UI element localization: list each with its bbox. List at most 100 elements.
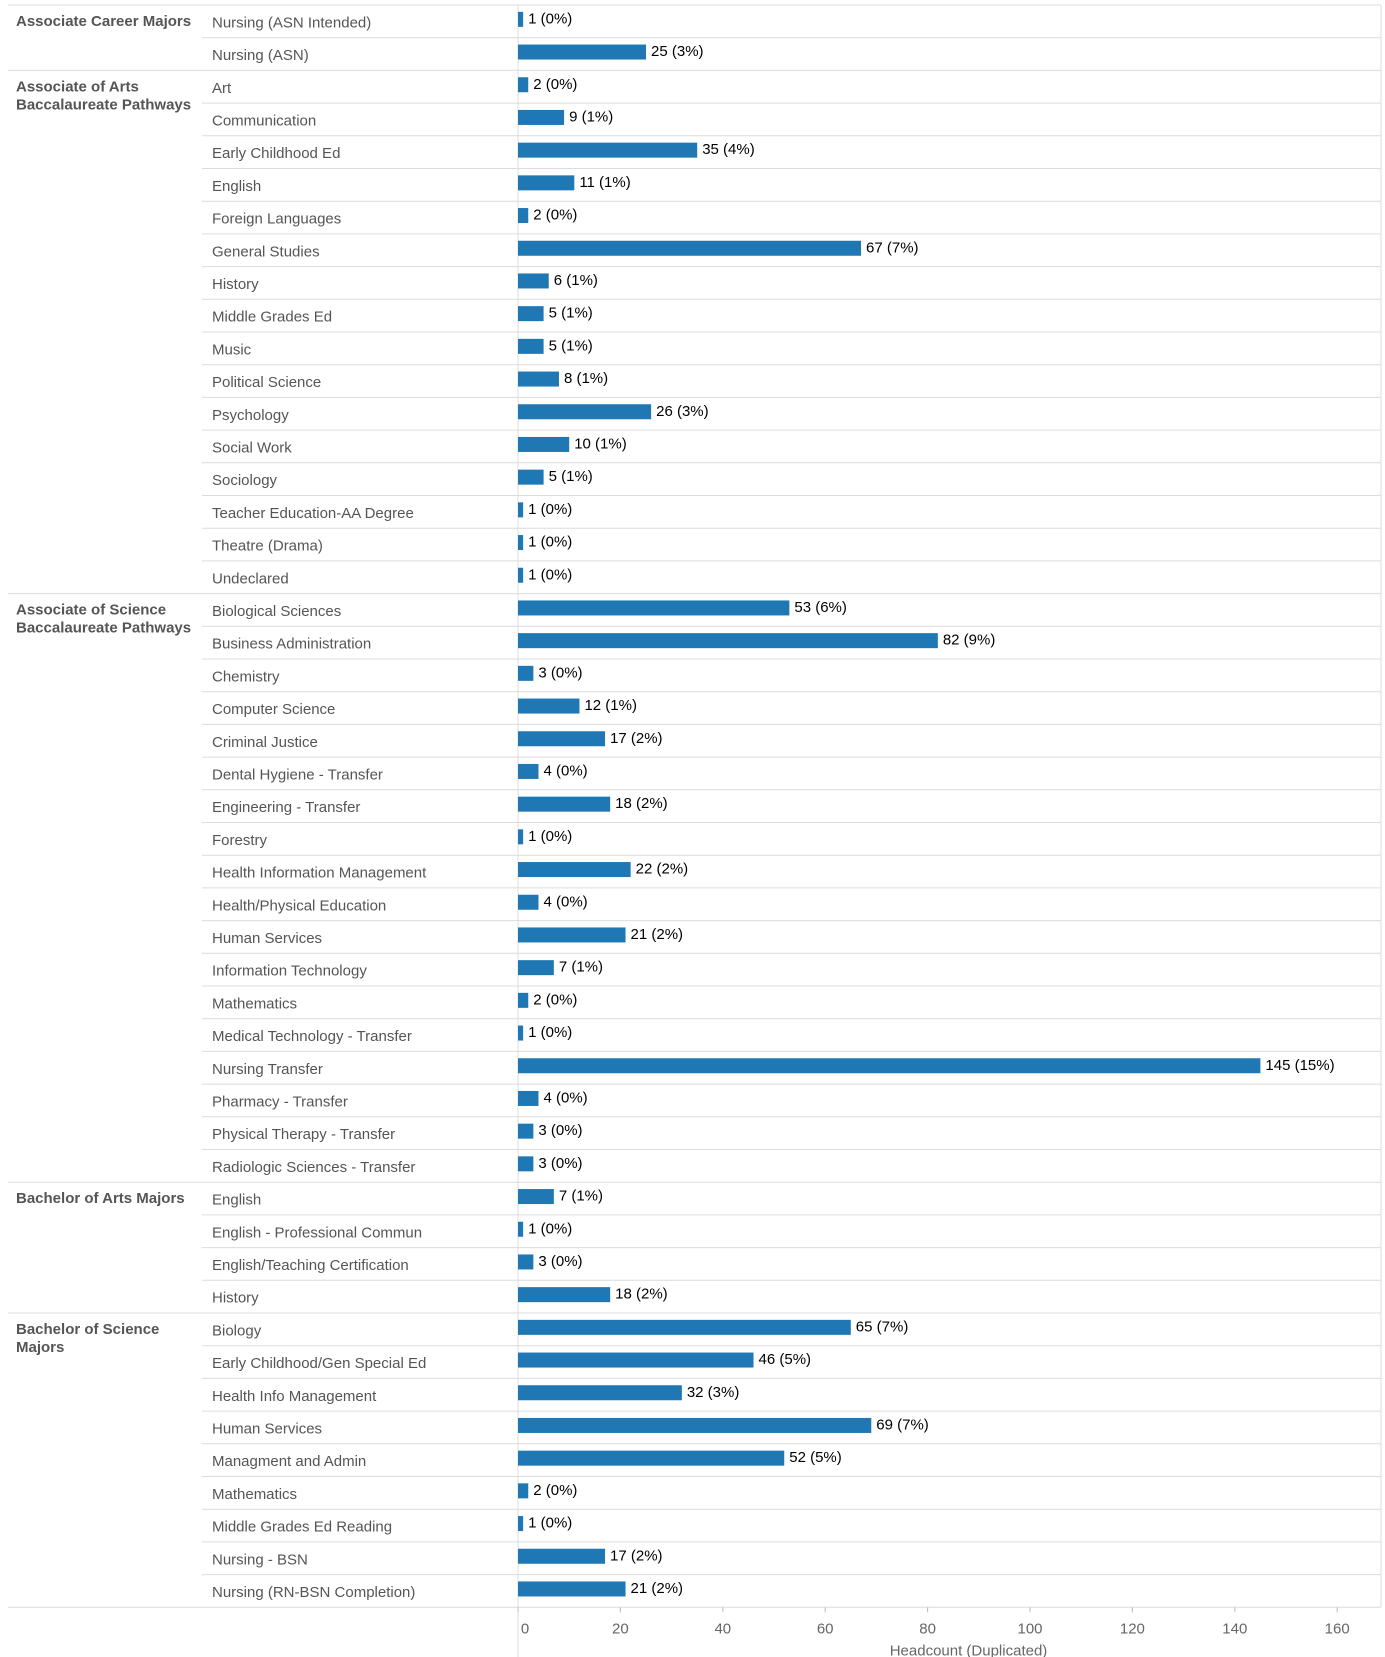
data-label: 2 (0%) <box>533 207 577 224</box>
category-label: Human Services <box>212 930 322 947</box>
bar <box>518 240 862 256</box>
bar <box>518 1123 534 1139</box>
category-label: Art <box>212 80 232 97</box>
x-tick-label: 0 <box>521 1620 529 1637</box>
category-label: Medical Technology - Transfer <box>212 1028 412 1045</box>
bar <box>518 1156 534 1172</box>
bar <box>518 1352 754 1368</box>
bar <box>518 11 524 27</box>
bar <box>518 1025 524 1041</box>
bar <box>518 1058 1261 1074</box>
category-label: Managment and Admin <box>212 1453 366 1470</box>
group-label-line: Bachelor of Science <box>16 1321 159 1338</box>
category-label: Sociology <box>212 472 278 489</box>
category-label: English/Teaching Certification <box>212 1257 409 1274</box>
group-label: Bachelor of Science Majors <box>16 1321 159 1356</box>
bar <box>518 1516 524 1532</box>
category-label: Music <box>212 341 252 358</box>
group-label-line: Associate of Science <box>16 602 166 619</box>
data-label: 67 (7%) <box>866 239 919 256</box>
bar <box>518 992 529 1008</box>
category-label: Nursing - BSN <box>212 1551 308 1568</box>
group-label: Associate Career Majors <box>16 13 191 30</box>
group-label-line: Bachelor of Arts Majors <box>16 1190 185 1207</box>
x-axis-title: Headcount (Duplicated) <box>890 1642 1048 1657</box>
data-label: 6 (1%) <box>554 272 598 289</box>
bar <box>518 1319 851 1335</box>
bar <box>518 436 570 452</box>
category-label: Health Information Management <box>212 865 427 882</box>
data-label: 52 (5%) <box>789 1449 842 1466</box>
data-label: 10 (1%) <box>574 435 627 452</box>
x-tick-label: 20 <box>612 1620 629 1637</box>
group-label-line: Baccalaureate Pathways <box>16 620 191 637</box>
data-label: 17 (2%) <box>610 730 663 747</box>
category-label: Communication <box>212 112 316 129</box>
category-label: Early Childhood/Gen Special Ed <box>212 1355 426 1372</box>
bar <box>518 862 631 878</box>
category-label: Teacher Education-AA Degree <box>212 505 414 522</box>
category-label: Chemistry <box>212 668 280 685</box>
category-label: Human Services <box>212 1420 322 1437</box>
data-label: 4 (0%) <box>543 762 587 779</box>
data-label: 1 (0%) <box>528 1024 572 1041</box>
bar <box>518 829 524 845</box>
bar <box>518 1189 554 1205</box>
bar <box>518 600 790 616</box>
data-label: 7 (1%) <box>559 959 603 976</box>
category-label: Political Science <box>212 374 321 391</box>
data-label: 7 (1%) <box>559 1188 603 1205</box>
data-label: 18 (2%) <box>615 795 668 812</box>
category-label: Foreign Languages <box>212 211 341 228</box>
data-label: 2 (0%) <box>533 991 577 1008</box>
bars <box>518 11 1261 1597</box>
x-tick-label: 40 <box>714 1620 731 1637</box>
bar <box>518 502 524 518</box>
data-label: 11 (1%) <box>579 174 630 191</box>
category-label: Nursing Transfer <box>212 1061 323 1078</box>
category-label: Early Childhood Ed <box>212 145 340 162</box>
data-label: 145 (15%) <box>1265 1057 1334 1074</box>
x-tick-label: 80 <box>919 1620 936 1637</box>
bar <box>518 763 539 779</box>
category-label: English - Professional Commun <box>212 1224 422 1241</box>
bar <box>518 142 698 158</box>
bar <box>518 960 554 976</box>
data-label: 12 (1%) <box>584 697 637 714</box>
category-label: Mathematics <box>212 1486 297 1503</box>
data-label: 35 (4%) <box>702 141 755 158</box>
x-tick-label: 160 <box>1325 1620 1350 1637</box>
group-label-line: Majors <box>16 1339 64 1356</box>
group-label-line: Associate of Arts <box>16 78 139 95</box>
bar <box>518 1287 611 1303</box>
bar <box>518 731 606 747</box>
data-label: 1 (0%) <box>528 1515 572 1532</box>
group-label: Bachelor of Arts Majors <box>16 1190 185 1207</box>
category-label: Business Administration <box>212 636 371 653</box>
bar <box>518 175 575 191</box>
bar <box>518 371 559 387</box>
data-label: 22 (2%) <box>636 861 689 878</box>
data-label: 21 (2%) <box>631 926 684 943</box>
bar <box>518 44 646 60</box>
data-label: 1 (0%) <box>528 566 572 583</box>
category-label: Middle Grades Ed <box>212 309 332 326</box>
bar <box>518 469 544 485</box>
bar <box>518 109 565 125</box>
group-label-line: Baccalaureate Pathways <box>16 96 191 113</box>
data-label: 4 (0%) <box>543 1089 587 1106</box>
bar <box>518 306 544 322</box>
group-label: Associate of Science Baccalaureate Pathwa… <box>16 602 191 637</box>
category-label: Mathematics <box>212 995 297 1012</box>
category-label: Criminal Justice <box>212 734 318 751</box>
data-label: 25 (3%) <box>651 43 704 60</box>
category-label: Biological Sciences <box>212 603 341 620</box>
data-label: 1 (0%) <box>528 828 572 845</box>
category-label: Information Technology <box>212 963 367 980</box>
data-label: 69 (7%) <box>876 1416 929 1433</box>
data-label: 1 (0%) <box>528 1220 572 1237</box>
bar <box>518 1483 529 1499</box>
category-label: English <box>212 178 261 195</box>
category-label: Middle Grades Ed Reading <box>212 1519 392 1536</box>
data-label: 53 (6%) <box>794 599 847 616</box>
